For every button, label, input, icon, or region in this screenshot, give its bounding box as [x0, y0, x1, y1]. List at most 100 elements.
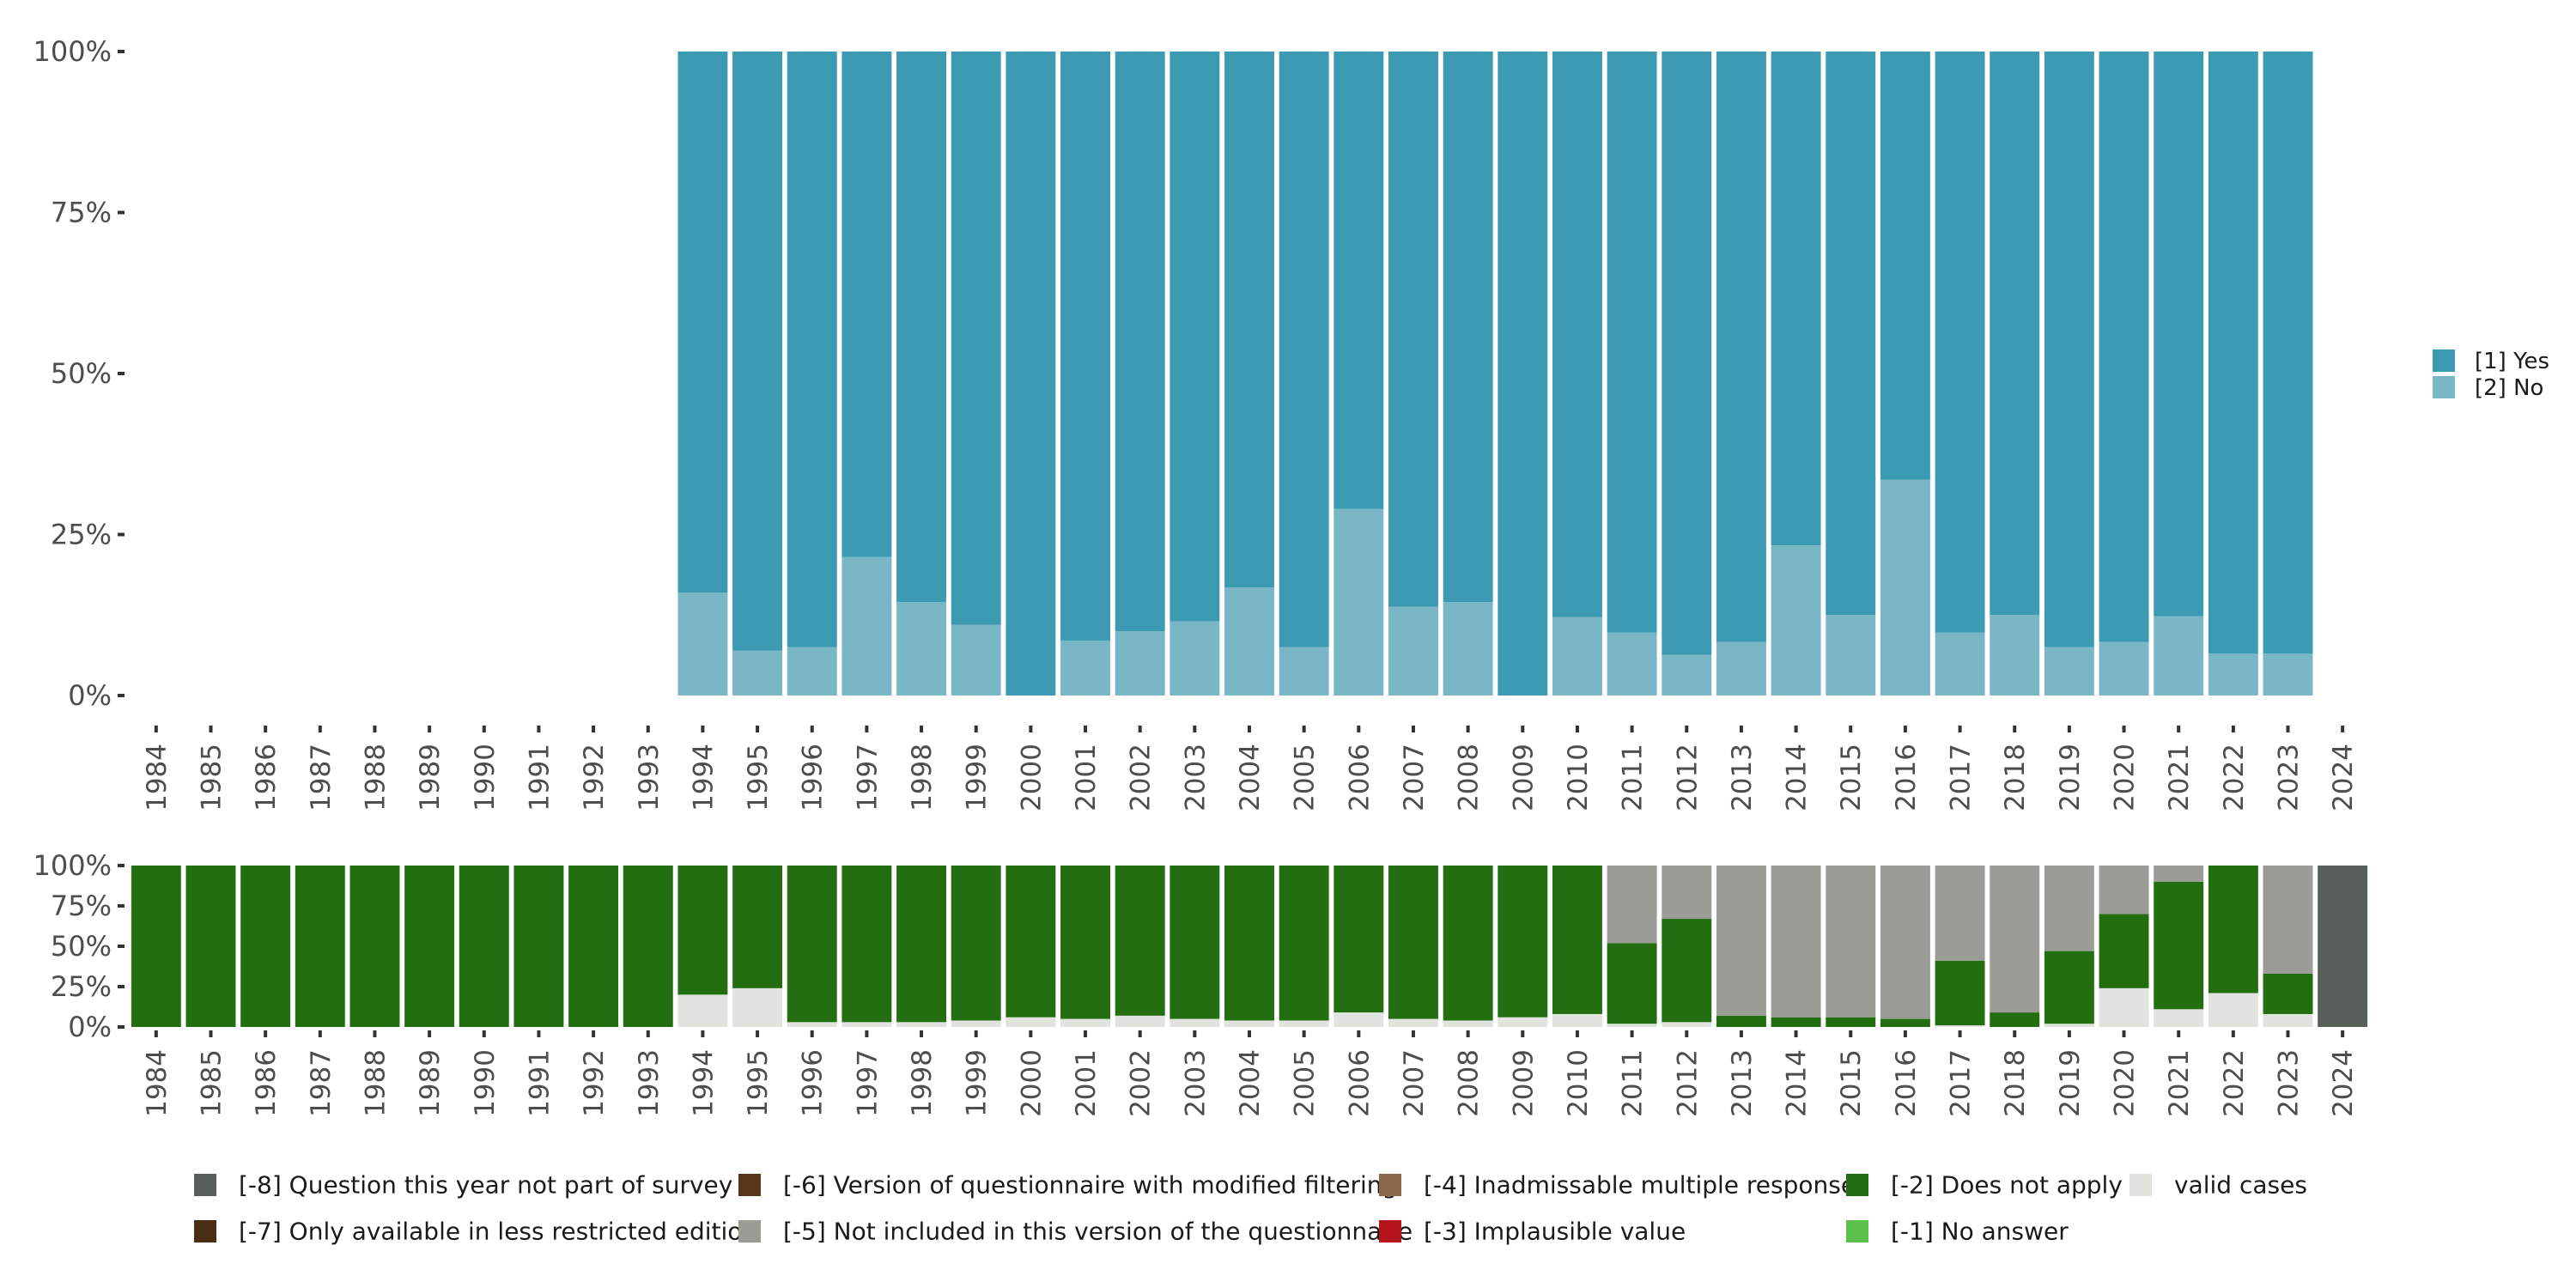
bottom-bar-2012-2-does-not-apply: [1662, 919, 1712, 1023]
top-x-tick-label: 2009: [1508, 744, 1539, 811]
bottom-bar-2007-valid-cases: [1388, 1018, 1438, 1027]
top-bar-2018-2-no: [1990, 615, 2040, 696]
top-x-tick-label: 1985: [196, 744, 227, 811]
top-bar-2013-1-yes: [1716, 52, 1766, 642]
top-bar-1997-1-yes: [841, 52, 892, 557]
bottom-x-tick-label: 2020: [2110, 1049, 2141, 1117]
top-y-tick-label: 50%: [51, 357, 112, 390]
top-y-tick-label: 75%: [51, 197, 112, 229]
legend-label-4-inadmissable-multiple-response: [-4] Inadmissable multiple response: [1424, 1171, 1856, 1200]
bottom-x-tick-label: 2016: [1891, 1049, 1922, 1117]
bottom-bar-2014-2-does-not-apply: [1771, 1017, 1821, 1027]
bottom-x-tick-label: 1997: [852, 1049, 883, 1117]
bottom-x-tick-label: 2023: [2274, 1049, 2305, 1117]
top-bar-2019-1-yes: [2044, 52, 2094, 647]
bottom-bar-2010-valid-cases: [1552, 1013, 1602, 1027]
bottom-bar-2023-5-not-included-in-this-version-of-the-questionnaire: [2263, 866, 2313, 974]
bottom-x-tick-label: 2009: [1508, 1049, 1539, 1117]
top-bar-2020-1-yes: [2099, 52, 2149, 642]
bottom-bar-2011-5-not-included-in-this-version-of-the-questionnaire: [1607, 866, 1657, 944]
legend-label-7-only-available-in-less-restricted-edition: [-7] Only available in less restricted e…: [239, 1218, 757, 1246]
top-x-tick-label: 2019: [2055, 744, 2086, 811]
bottom-bar-2023-2-does-not-apply: [2263, 973, 2313, 1014]
bottom-x-tick-label: 2015: [1836, 1049, 1867, 1117]
bottom-bar-2011-2-does-not-apply: [1607, 943, 1657, 1024]
top-bar-2012-2-no: [1662, 654, 1712, 696]
bottom-x-tick-label: 1985: [196, 1049, 227, 1117]
top-x-tick-label: 1992: [579, 744, 610, 811]
bottom-bar-2015-5-not-included-in-this-version-of-the-questionnaire: [1826, 866, 1876, 1018]
bottom-bar-1992-2-does-not-apply: [568, 866, 619, 1027]
legend-swatch-3-implausible-value: [1379, 1220, 1401, 1242]
bottom-bar-2019-valid-cases: [2044, 1024, 2094, 1027]
bottom-bar-1989-2-does-not-apply: [404, 866, 455, 1027]
top-x-tick-label: 1986: [251, 744, 282, 811]
bottom-y-tick-label: 75%: [51, 890, 112, 922]
top-bar-2013-2-no: [1716, 641, 1766, 696]
bottom-bar-2017-valid-cases: [1935, 1025, 1985, 1027]
top-x-tick-label: 1994: [688, 744, 719, 811]
top-bar-2006-1-yes: [1334, 52, 1384, 509]
top-bar-2004-2-no: [1224, 587, 1274, 696]
top-bar-2019-2-no: [2044, 647, 2094, 696]
top-bar-2023-1-yes: [2263, 52, 2313, 654]
bottom-bar-2002-valid-cases: [1115, 1015, 1165, 1027]
top-bar-2021-2-no: [2154, 616, 2204, 696]
bottom-bar-1995-2-does-not-apply: [732, 866, 783, 988]
top-bar-2010-2-no: [1552, 617, 1602, 696]
bottom-bar-2017-5-not-included-in-this-version-of-the-questionnaire: [1935, 866, 1985, 961]
top-bar-1996-1-yes: [787, 52, 837, 647]
legend-swatch-2-does-not-apply: [1846, 1174, 1868, 1196]
top-bar-2001-1-yes: [1060, 52, 1110, 641]
top-x-tick-label: 2013: [1727, 744, 1758, 811]
legend-label-2-no: [2] No: [2475, 375, 2543, 401]
bottom-bar-2006-2-does-not-apply: [1334, 866, 1384, 1013]
top-bar-1999-1-yes: [951, 52, 1001, 625]
bottom-bar-1994-2-does-not-apply: [677, 866, 728, 995]
bottom-bar-2021-5-not-included-in-this-version-of-the-questionnaire: [2154, 866, 2204, 882]
bottom-bar-1988-2-does-not-apply: [349, 866, 400, 1027]
bottom-x-tick-label: 2003: [1180, 1049, 1211, 1117]
bottom-bar-2005-valid-cases: [1279, 1020, 1329, 1027]
bottom-bar-2013-2-does-not-apply: [1716, 1015, 1766, 1027]
top-x-tick-label: 1989: [415, 744, 446, 811]
bottom-x-tick-label: 1994: [688, 1049, 719, 1117]
bottom-x-tick-label: 1993: [634, 1049, 665, 1117]
top-bar-2005-2-no: [1279, 647, 1329, 696]
top-x-tick-label: 2020: [2110, 744, 2141, 811]
bottom-bar-1984-2-does-not-apply: [131, 866, 181, 1027]
top-x-tick-label: 2018: [2000, 744, 2031, 811]
bottom-bar-2006-valid-cases: [1334, 1012, 1384, 1027]
bottom-bar-2014-5-not-included-in-this-version-of-the-questionnaire: [1771, 866, 1821, 1018]
top-x-tick-label: 1988: [360, 744, 391, 811]
top-x-tick-label: 2014: [1782, 744, 1813, 811]
top-x-tick-label: 2010: [1563, 744, 1594, 811]
top-bar-2003-1-yes: [1170, 52, 1220, 622]
bottom-bar-2012-5-not-included-in-this-version-of-the-questionnaire: [1662, 866, 1712, 920]
bottom-bar-2010-2-does-not-apply: [1552, 866, 1602, 1014]
top-bar-2015-2-no: [1826, 615, 1876, 696]
bottom-bar-1991-2-does-not-apply: [513, 866, 564, 1027]
top-x-tick-label: 2007: [1399, 744, 1430, 811]
top-bar-2000-1-yes: [1005, 52, 1056, 696]
top-x-tick-label: 2001: [1071, 744, 1102, 811]
top-bar-2017-2-no: [1935, 632, 1985, 696]
bottom-bar-2022-valid-cases: [2208, 993, 2258, 1027]
top-bar-1999-2-no: [951, 624, 1001, 696]
bottom-x-tick-label: 1987: [306, 1049, 337, 1117]
top-bar-2007-2-no: [1388, 606, 1438, 696]
bottom-bar-2013-5-not-included-in-this-version-of-the-questionnaire: [1716, 866, 1766, 1016]
bottom-x-tick-label: 1998: [907, 1049, 938, 1117]
top-bar-1995-2-no: [732, 650, 783, 696]
bottom-x-tick-label: 1992: [579, 1049, 610, 1117]
bottom-bar-2021-valid-cases: [2154, 1009, 2204, 1027]
legend-label-3-implausible-value: [-3] Implausible value: [1424, 1218, 1686, 1246]
bottom-x-tick-label: 2017: [1946, 1049, 1977, 1117]
bottom-bar-2021-2-does-not-apply: [2154, 881, 2204, 1010]
top-bar-2006-2-no: [1334, 508, 1384, 696]
bottom-bar-2008-valid-cases: [1443, 1020, 1493, 1027]
top-y-tick-label: 25%: [51, 519, 112, 551]
top-bar-2017-1-yes: [1935, 52, 1985, 633]
top-bar-2012-1-yes: [1662, 52, 1712, 655]
